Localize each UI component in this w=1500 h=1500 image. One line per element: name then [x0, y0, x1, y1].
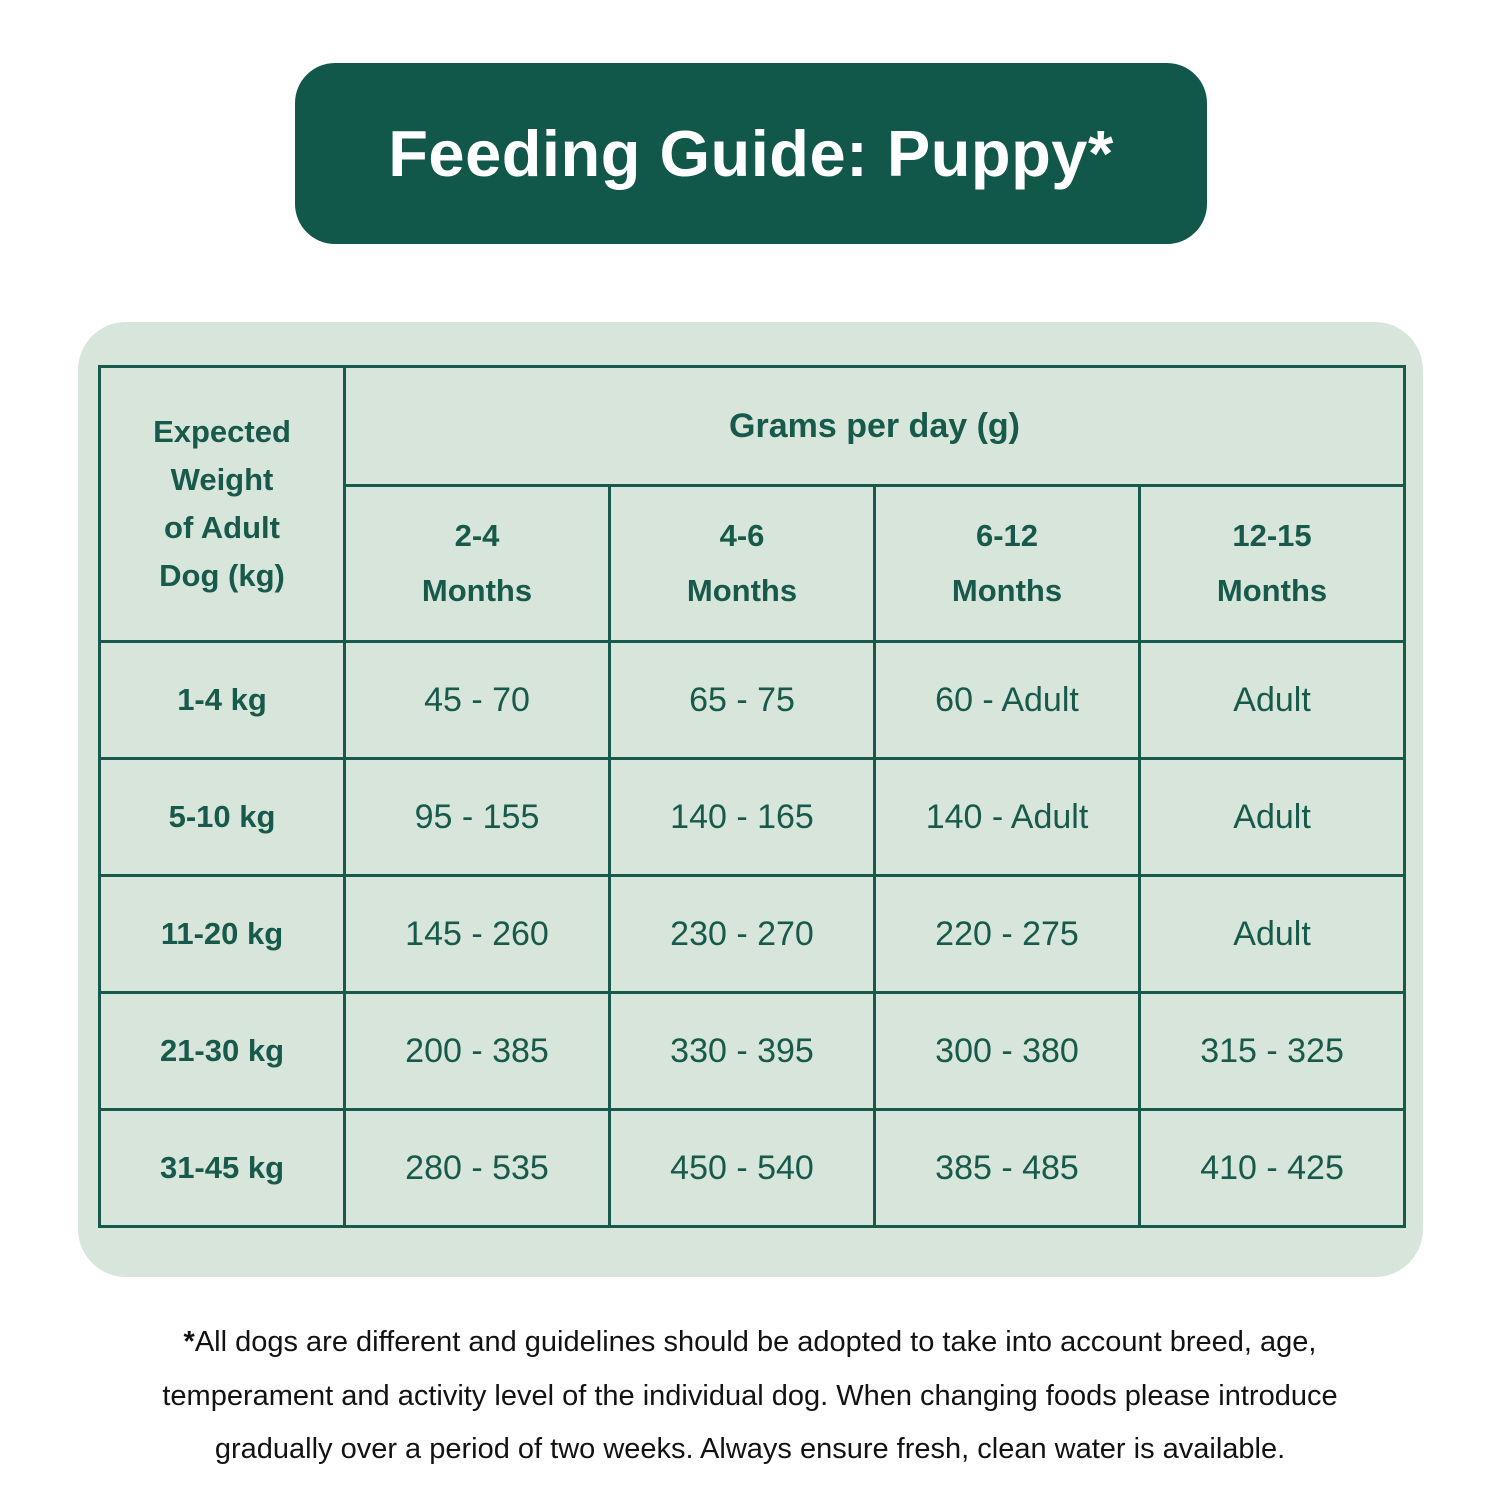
grams-value-cell: Adult: [1137, 757, 1407, 877]
grams-value-cell: 410 - 425: [1137, 1108, 1407, 1228]
table-panel: Expected Weight of Adult Dog (kg) Grams …: [78, 322, 1423, 1277]
grams-value-cell: 60 - Adult: [873, 640, 1141, 760]
group-header-row: Expected Weight of Adult Dog (kg) Grams …: [98, 365, 1407, 643]
column-header-12-15-months: 12-15 Months: [1137, 484, 1407, 643]
table-row: 21-30 kg 200 - 385 330 - 395 300 - 380 315 -…: [98, 991, 1407, 1111]
grams-value-cell: 450 - 540: [608, 1108, 876, 1228]
corner-header-expected-weight: Expected Weight of Adult Dog (kg): [98, 365, 346, 643]
weight-range-cell: 21-30 kg: [98, 991, 346, 1111]
table-row: 5-10 kg 95 - 155 140 - 165 140 - Adult Adult: [98, 757, 1407, 877]
grams-value-cell: 140 - 165: [608, 757, 876, 877]
weight-range-cell: 11-20 kg: [98, 874, 346, 994]
page-title: Feeding Guide: Puppy*: [388, 117, 1114, 190]
grams-value-cell: 140 - Adult: [873, 757, 1141, 877]
grams-value-cell: 220 - 275: [873, 874, 1141, 994]
grams-value-cell: Adult: [1137, 640, 1407, 760]
weight-range-cell: 5-10 kg: [98, 757, 346, 877]
grams-value-cell: 95 - 155: [343, 757, 611, 877]
grams-value-cell: 45 - 70: [343, 640, 611, 760]
grams-value-cell: 280 - 535: [343, 1108, 611, 1228]
footnote-asterisk: *: [183, 1326, 195, 1358]
grams-value-cell: 300 - 380: [873, 991, 1141, 1111]
table-row: 31-45 kg 280 - 535 450 - 540 385 - 485 410 -…: [98, 1108, 1407, 1228]
footnote: *All dogs are different and guidelines s…: [70, 1316, 1430, 1477]
table-row: 1-4 kg 45 - 70 65 - 75 60 - Adult Adult: [98, 640, 1407, 760]
grams-value-cell: 385 - 485: [873, 1108, 1141, 1228]
weight-range-cell: 1-4 kg: [98, 640, 346, 760]
months-header-row: 2-4 Months 4-6 Months 6-12 Months 12-15 …: [100, 484, 1407, 643]
grams-value-cell: 145 - 260: [343, 874, 611, 994]
footnote-text: All dogs are different and guidelines sh…: [162, 1326, 1338, 1466]
column-header-2-4-months: 2-4 Months: [343, 484, 611, 643]
grams-value-cell: 315 - 325: [1137, 991, 1407, 1111]
grams-value-cell: 200 - 385: [343, 991, 611, 1111]
grams-value-cell: 65 - 75: [608, 640, 876, 760]
table-body: 1-4 kg 45 - 70 65 - 75 60 - Adult Adult 5-10 …: [98, 640, 1407, 1228]
table-row: 11-20 kg 145 - 260 230 - 270 220 - 275 Adult: [98, 874, 1407, 994]
grams-value-cell: Adult: [1137, 874, 1407, 994]
column-header-4-6-months: 4-6 Months: [608, 484, 876, 643]
feeding-guide-table: Expected Weight of Adult Dog (kg) Grams …: [98, 365, 1407, 1228]
title-banner: Feeding Guide: Puppy*: [295, 63, 1207, 244]
column-header-6-12-months: 6-12 Months: [873, 484, 1141, 643]
weight-range-cell: 31-45 kg: [98, 1108, 346, 1228]
grams-value-cell: 330 - 395: [608, 991, 876, 1111]
grams-value-cell: 230 - 270: [608, 874, 876, 994]
group-header-grams-per-day: Grams per day (g): [342, 365, 1407, 487]
